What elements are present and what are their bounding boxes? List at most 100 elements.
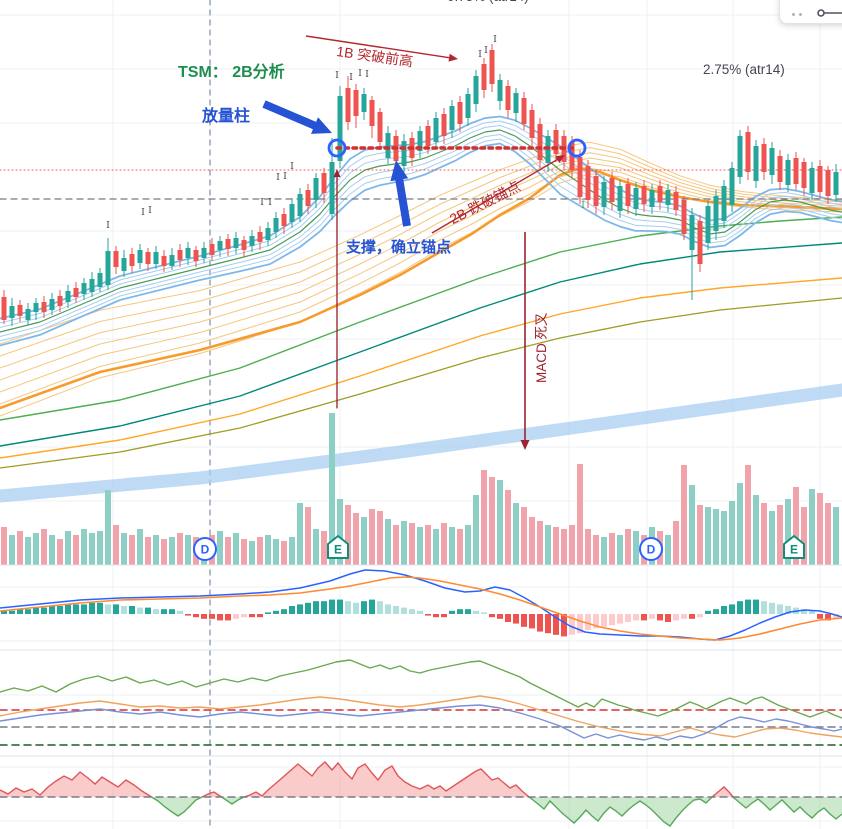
- volume-bar: [337, 499, 343, 565]
- volume-bar: [833, 507, 839, 565]
- svg-text:I: I: [335, 71, 339, 81]
- dividend-marker[interactable]: D: [193, 537, 217, 561]
- candle: [641, 186, 647, 204]
- svg-text:I: I: [148, 206, 152, 216]
- volume-bar: [465, 525, 471, 565]
- earnings-marker[interactable]: E: [327, 535, 349, 559]
- candle: [825, 170, 831, 196]
- volume-bar: [353, 513, 359, 565]
- candle: [729, 168, 735, 205]
- volume-bar: [561, 529, 567, 565]
- candle: [89, 279, 95, 292]
- candle: [113, 251, 119, 267]
- candle: [129, 254, 135, 266]
- svg-text:I: I: [141, 208, 145, 218]
- volume-bar: [825, 503, 831, 565]
- svg-text:I: I: [106, 221, 110, 231]
- volume-bar: [41, 529, 47, 565]
- volume-bar: [289, 537, 295, 565]
- candle: [473, 76, 479, 104]
- volume-bar: [553, 527, 559, 565]
- anchor-circle[interactable]: [327, 138, 347, 158]
- candle: [625, 184, 631, 206]
- candle: [769, 148, 775, 175]
- candle: [49, 299, 55, 310]
- candle: [9, 306, 15, 318]
- volume-bar: [273, 539, 279, 565]
- candle: [617, 186, 623, 211]
- volume-bar: [97, 531, 103, 565]
- volume-bar: [169, 537, 175, 565]
- volume-bar: [81, 529, 87, 565]
- volume-bar: [185, 535, 191, 565]
- volume-bar: [521, 507, 527, 565]
- candle: [777, 156, 783, 182]
- volume-bar: [617, 535, 623, 565]
- volume-bar: [793, 487, 799, 565]
- candle: [609, 178, 615, 202]
- volume-bar: [57, 539, 63, 565]
- volume-bar: [577, 464, 583, 565]
- candle: [153, 252, 159, 264]
- drag-handle-icon[interactable]: [790, 11, 804, 19]
- volume-bar: [721, 511, 727, 565]
- svg-text:I: I: [268, 198, 272, 208]
- volume-bar: [145, 537, 151, 565]
- candle: [785, 160, 791, 185]
- svg-text:I: I: [358, 69, 362, 79]
- volume-bar: [665, 535, 671, 565]
- volume-bar: [153, 535, 159, 565]
- volume-bar: [345, 505, 351, 565]
- candle: [753, 146, 759, 181]
- candle: [649, 190, 655, 207]
- volume-bar: [809, 489, 815, 565]
- oscillator-panel: [0, 659, 842, 746]
- candle: [657, 186, 663, 202]
- floating-drawing-toolbar[interactable]: [779, 0, 842, 24]
- svg-text:I: I: [478, 50, 482, 60]
- wick-tick-marks: II II II III I I II III: [106, 35, 585, 231]
- trendline-tool-icon[interactable]: [816, 7, 842, 19]
- candle: [329, 162, 335, 214]
- chart-title-annotation[interactable]: TSM： 2B分析: [178, 64, 285, 81]
- earnings-marker[interactable]: E: [783, 535, 805, 559]
- anchor-circle[interactable]: [567, 138, 587, 158]
- candle: [337, 96, 343, 161]
- support-anchor-label[interactable]: 支撑，确立锚点: [346, 239, 452, 256]
- candle: [209, 244, 215, 255]
- volume-bar: [113, 525, 119, 565]
- svg-text:I: I: [283, 172, 287, 182]
- volume-bar: [249, 541, 255, 565]
- dividend-marker[interactable]: D: [639, 537, 663, 561]
- drawing-annotations[interactable]: [262, 35, 587, 450]
- volume-bar: [177, 533, 183, 565]
- volume-bar: [729, 501, 735, 565]
- volume-bar: [241, 539, 247, 565]
- candle: [481, 64, 487, 90]
- macd-death-cross-label[interactable]: MACD 死叉: [534, 312, 549, 384]
- candle: [73, 288, 79, 297]
- candle: [689, 215, 695, 250]
- svg-text:E: E: [334, 543, 342, 557]
- candle: [425, 126, 431, 146]
- candle: [297, 194, 303, 216]
- candle: [265, 228, 271, 240]
- volume-bar: [609, 533, 615, 565]
- volume-bar: [305, 507, 311, 565]
- volume-bar: [137, 529, 143, 565]
- volume-bar: [761, 503, 767, 565]
- candle: [633, 188, 639, 209]
- candle: [697, 221, 703, 264]
- volume-bar: [281, 541, 287, 565]
- candle: [345, 88, 351, 122]
- candle: [793, 158, 799, 184]
- volume-bar: [769, 511, 775, 565]
- candle: [241, 240, 247, 250]
- volume-spike-label[interactable]: 放量柱: [202, 108, 251, 125]
- candle: [817, 166, 823, 192]
- volume-bar: [121, 533, 127, 565]
- volume-bar: [441, 523, 447, 565]
- volume-bar: [321, 531, 327, 565]
- candle: [761, 144, 767, 172]
